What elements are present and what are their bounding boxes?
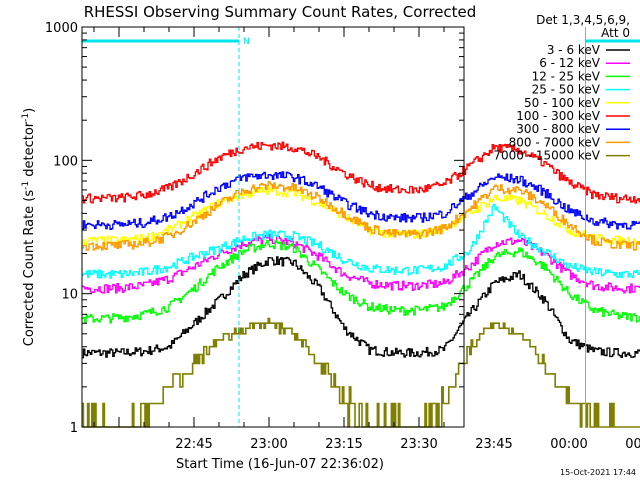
legend-label-8: 7000 - 15000 keV <box>493 149 600 163</box>
series-line-5 <box>82 141 640 204</box>
series-line-3 <box>82 203 640 279</box>
x-tick-label: 23:30 <box>400 437 437 452</box>
legend-header-line2: Att 0 <box>601 26 630 40</box>
y-tick-label: 100 <box>53 154 78 169</box>
legend-label-6: 300 - 800 keV <box>516 122 600 136</box>
legend-label-3: 25 - 50 keV <box>532 83 601 97</box>
series-line-2 <box>82 239 640 324</box>
y-axis-label-sup1: -1 <box>21 181 31 190</box>
chart-title: RHESSI Observing Summary Count Rates, Co… <box>84 3 477 21</box>
legend-label-0: 3 - 6 keV <box>547 43 601 57</box>
y-axis-label-end: ) <box>22 108 37 113</box>
y-axis-label-sup2: -1 <box>21 113 31 122</box>
x-tick-label: 23:15 <box>325 437 362 452</box>
series-line-7 <box>82 180 640 251</box>
legend-header-line1: Det 1,3,4,5,6,9, <box>536 13 630 27</box>
x-axis-label: Start Time (16-Jun-07 22:36:02) <box>176 457 384 472</box>
series-line-4 <box>82 185 640 246</box>
y-tick-label: 10 <box>61 288 78 303</box>
plot-frame <box>81 26 465 428</box>
y-axis-label-main: Corrected Count Rate (s <box>22 190 37 347</box>
legend-label-2: 12 - 25 keV <box>532 69 601 83</box>
legend-label-5: 100 - 300 keV <box>516 109 600 123</box>
y-tick-label: 1000 <box>45 21 78 36</box>
y-axis-label: Corrected Count Rate (s-1 detector-1) <box>21 108 37 346</box>
footer-date: 15-Oct-2021 17:44 <box>560 468 636 477</box>
series-line-1 <box>82 233 640 294</box>
x-tick-label: 22:45 <box>175 437 212 452</box>
y-axis-label-mid: detector <box>22 121 37 181</box>
series-line-8 <box>82 317 640 428</box>
series-line-6 <box>82 171 640 230</box>
x-tick-label: 00:00 <box>550 437 587 452</box>
y-tick-label: 1 <box>70 421 78 436</box>
legend-label-1: 6 - 12 keV <box>539 56 601 70</box>
legend-label-7: 800 - 7000 keV <box>509 135 601 149</box>
series-line-0 <box>82 256 640 359</box>
x-tick-label: 23:45 <box>475 437 512 452</box>
plot-area: N 1 10 100 1000 22:45 23:00 23:15 23:30 23:45 00:0… <box>45 21 640 452</box>
x-tick-label: 00:15 <box>625 437 640 452</box>
legend-label-4: 50 - 100 keV <box>524 96 601 110</box>
x-tick-label: 23:00 <box>250 437 287 452</box>
flag-label: N <box>243 37 250 47</box>
